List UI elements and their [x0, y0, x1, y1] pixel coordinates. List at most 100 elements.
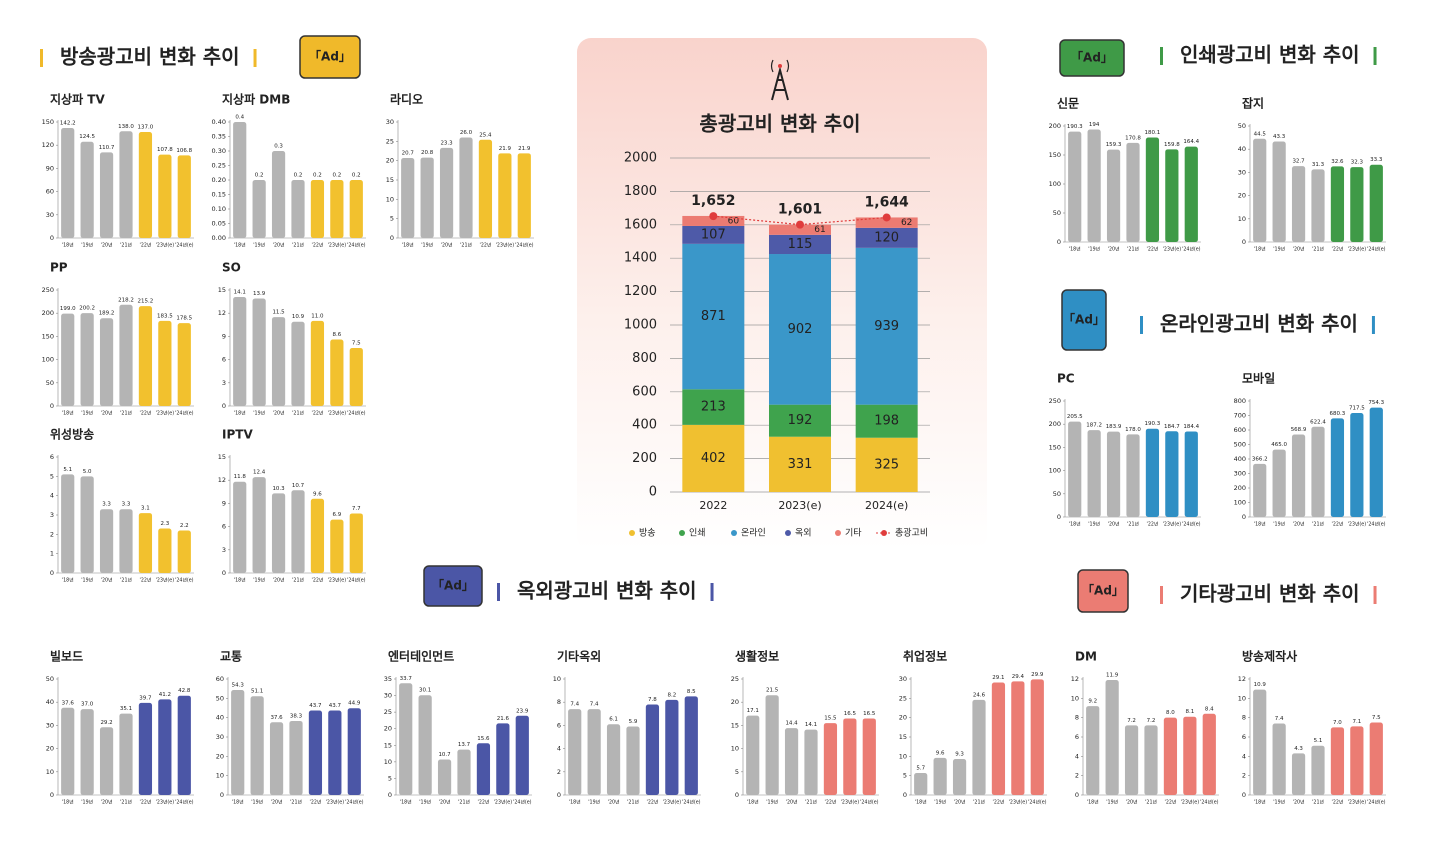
x-tick-label: '20년 [101, 799, 113, 806]
value-label: 180.1 [1145, 130, 1161, 136]
bar [1350, 412, 1364, 517]
value-label: 164.4 [1183, 139, 1199, 145]
section-icon [1059, 39, 1125, 77]
y-tick-label: 0.40 [212, 118, 226, 126]
segment-label: 939 [874, 319, 899, 334]
x-tick-label: '19년 [81, 799, 93, 806]
x-tick-label: '23년(e) [496, 242, 515, 249]
y-tick-label: 1 [50, 550, 54, 558]
bar [626, 726, 640, 795]
bar-segment [682, 215, 745, 226]
x-tick-label: '19년 [1273, 799, 1285, 806]
bar-segment [769, 234, 831, 255]
y-tick-label: 2 [557, 768, 561, 776]
x-tick-label: '24년(e) [860, 799, 879, 806]
bar [1086, 706, 1100, 795]
y-tick-label: 0.35 [212, 133, 226, 141]
y-tick-label: 0.30 [212, 147, 226, 155]
x-tick-label: '20년 [273, 242, 285, 249]
bar [310, 180, 325, 238]
y-tick-label: 90 [46, 164, 54, 172]
value-label: 8.4 [1205, 706, 1214, 712]
bar [1124, 725, 1139, 795]
bar [177, 323, 191, 406]
bar [250, 696, 264, 795]
bar [310, 498, 325, 573]
x-tick-label: '19년 [421, 242, 433, 249]
value-label: 21.5 [766, 688, 779, 694]
x-tick-label: '24년(e) [515, 242, 534, 249]
bar [401, 157, 415, 238]
chart-title: SO [222, 261, 241, 275]
y-tick-label: 50 [46, 379, 54, 387]
segment-label: 120 [874, 230, 899, 245]
value-label: 14.1 [234, 289, 246, 295]
value-label: 7.4 [570, 702, 579, 708]
x-tick-label: '18년 [62, 799, 74, 806]
x-tick-label: '18년 [569, 799, 581, 806]
y-tick-label: 50 [1053, 209, 1061, 217]
bar [420, 157, 434, 238]
y-tick-label: 10 [46, 768, 54, 776]
section-icon-label: 「Ad」 [1063, 312, 1105, 327]
bar [271, 151, 286, 238]
bar-segment [769, 224, 831, 235]
bar [515, 715, 529, 795]
x-tick-label: '18년 [1087, 799, 1099, 806]
value-label: 31.3 [1312, 162, 1325, 168]
value-label: 21.9 [499, 146, 512, 152]
section-bar [253, 49, 257, 67]
section-title: 방송광고비 변화 추이 [60, 45, 240, 69]
x-tick-label: '19년 [253, 242, 265, 249]
x-tick-label: '24년(e) [347, 242, 366, 249]
value-label: 0.2 [313, 173, 322, 179]
bar [1030, 679, 1044, 795]
bar [746, 715, 760, 795]
bar [1369, 164, 1383, 242]
value-label: 205.5 [1067, 414, 1083, 420]
bar [496, 723, 510, 795]
y-tick-label: 0.05 [212, 220, 226, 228]
y-tick-label: 4 [50, 492, 54, 500]
value-label: 29.4 [1012, 674, 1025, 680]
x-tick-label: '24년(e) [1367, 799, 1386, 806]
x-tick-label: '22년 [1332, 521, 1344, 528]
value-label: 32.3 [1351, 160, 1364, 166]
y-tick-label: 25 [899, 694, 907, 702]
x-tick-label: '20년 [271, 799, 283, 806]
y-tick-label: 100 [1049, 467, 1061, 475]
x-tick-label: '22년 [312, 410, 324, 417]
value-label: 183.5 [157, 313, 173, 319]
y-tick-label: 0 [1242, 513, 1246, 521]
x-tick-label: '21년 [120, 410, 132, 417]
y-tick-label: 0 [1057, 238, 1061, 246]
bar [784, 728, 799, 795]
bar [330, 180, 344, 238]
x-tick-label: '24년(e) [345, 799, 364, 806]
value-label: 23.9 [516, 708, 529, 714]
y-tick-label: 20 [899, 714, 907, 722]
value-label: 43.7 [329, 703, 342, 709]
y-tick-label: 50 [1053, 490, 1061, 498]
x-tick-label: '24년(e) [175, 577, 194, 584]
section-icon [1077, 569, 1129, 613]
y-tick-label: 6 [1075, 733, 1079, 741]
value-label: 9.6 [936, 750, 945, 756]
y-tick-label: 200 [1234, 484, 1246, 492]
bar [684, 696, 698, 795]
value-label: 25.4 [479, 132, 492, 138]
x-tick-label: '22년 [140, 799, 152, 806]
bar [765, 695, 779, 795]
bar [1330, 166, 1345, 242]
y-tick-label: 100 [1234, 499, 1246, 507]
bar-segment [855, 247, 918, 405]
y-tick-label: 15 [386, 176, 394, 184]
value-label: 7.4 [1275, 716, 1284, 722]
x-tick-label: '23년(e) [1009, 799, 1028, 806]
value-label: 190.3 [1067, 124, 1083, 130]
chart-title: IPTV [222, 428, 253, 442]
value-label: 20.8 [421, 150, 434, 156]
y-tick-label: 1800 [624, 184, 657, 199]
y-tick-label: 0 [50, 402, 54, 410]
bar [289, 720, 303, 795]
